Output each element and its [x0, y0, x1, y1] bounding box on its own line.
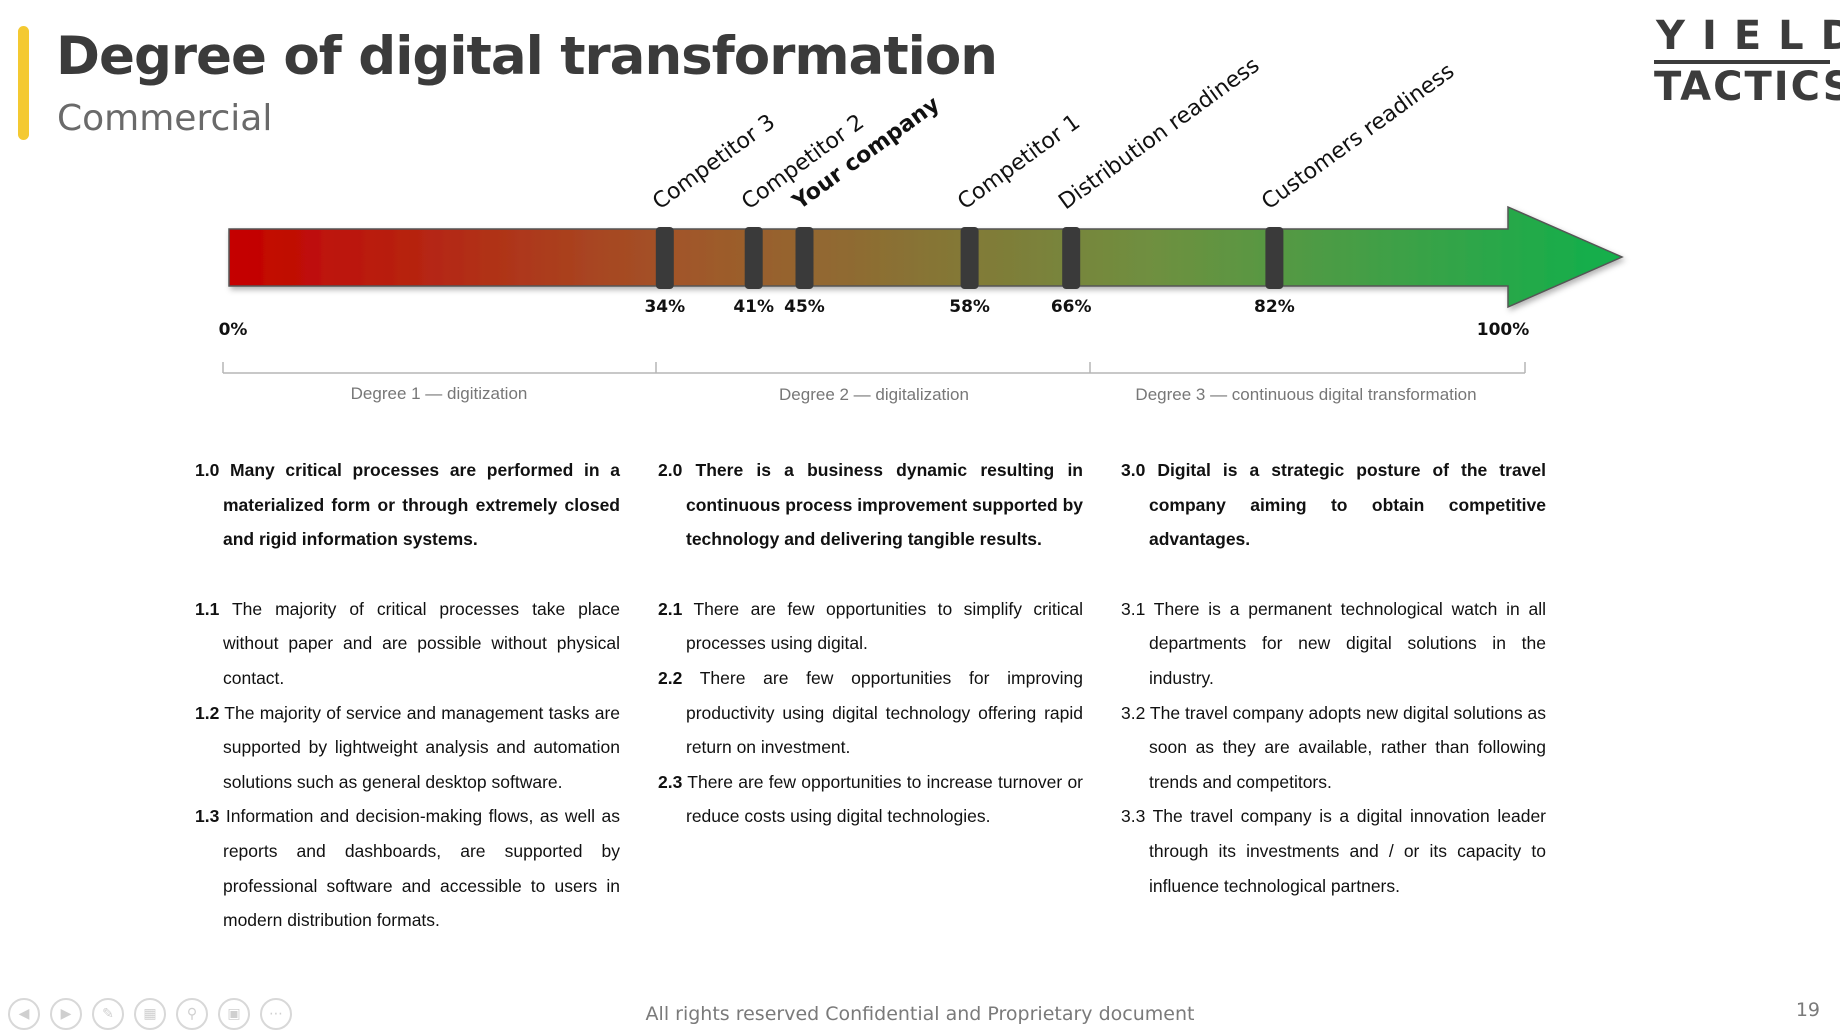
subtitles-icon[interactable]: ▣	[218, 998, 250, 1030]
item-text: The majority of service and management t…	[223, 702, 620, 792]
item-number: 1.1	[195, 598, 220, 619]
marker-percent-competitor-3: 34%	[644, 297, 686, 317]
item-number: 3.1	[1121, 598, 1146, 619]
marker-percent-distribution-readiness: 66%	[1050, 297, 1092, 317]
marker-customers-readiness	[1265, 227, 1284, 289]
item-text: The majority of critical processes take …	[223, 598, 620, 688]
marker-percent-your-company: 45%	[784, 297, 825, 317]
marker-percent-competitor-2: 41%	[733, 297, 775, 317]
marker-distribution-readiness	[1062, 227, 1081, 289]
marker-competitor-3	[655, 227, 674, 289]
previous-icon[interactable]: ◀	[8, 998, 40, 1030]
list-item: 3.2 The travel company adopts new digita…	[1121, 696, 1546, 800]
list-item: 3.3 The travel company is a digital inno…	[1121, 799, 1546, 903]
item-text: Digital is a strategic posture of the tr…	[1149, 460, 1546, 550]
next-icon[interactable]: ▶	[50, 998, 82, 1030]
list-item: 2.1 There are few opportunities to simpl…	[658, 592, 1083, 661]
item-text: There are few opportunities to simplify …	[686, 598, 1084, 654]
item-number: 1.3	[195, 806, 220, 827]
item-number: 1.2	[195, 702, 220, 723]
list-item: 1.3 Information and decision-making flow…	[195, 799, 620, 937]
scale-arrow	[228, 205, 1624, 309]
pen-icon[interactable]: ✎	[92, 998, 124, 1030]
logo-line-1: YIELD	[1654, 16, 1840, 64]
degree-1-description: 1.0 Many critical processes are performe…	[195, 453, 620, 938]
degree-3-description: 3.0 Digital is a strategic posture of th…	[1121, 453, 1546, 903]
item-number: 2.1	[658, 598, 683, 619]
item-number: 3.3	[1121, 806, 1146, 827]
slides-icon[interactable]: ▦	[134, 998, 166, 1030]
title-accent-bar	[18, 26, 29, 140]
scale-end-label: 100%	[1476, 320, 1530, 340]
item-text: The travel company is a digital innovati…	[1149, 806, 1547, 896]
list-item: 2.3 There are few opportunities to incre…	[658, 765, 1083, 834]
item-number: 3.2	[1121, 702, 1146, 723]
item-number: 2.3	[658, 771, 683, 792]
item-number: 2.0	[658, 460, 683, 480]
more-icon[interactable]: ⋯	[260, 998, 292, 1030]
degree-2-heading: 2.0 There is a business dynamic resultin…	[658, 453, 1083, 557]
degree-3-heading: 3.0 Digital is a strategic posture of th…	[1121, 453, 1546, 557]
list-item: 2.2 There are few opportunities for impr…	[658, 661, 1083, 765]
item-text: The travel company adopts new digital so…	[1149, 702, 1546, 792]
marker-competitor-1	[960, 227, 979, 289]
transformation-scale	[222, 205, 1624, 374]
degree-2-description: 2.0 There is a business dynamic resultin…	[658, 453, 1083, 834]
degree-brackets	[222, 362, 1526, 374]
degree-1-heading: 1.0 Many critical processes are performe…	[195, 453, 620, 557]
page-number: 19	[1795, 999, 1820, 1021]
item-text: Many critical processes are performed in…	[223, 460, 620, 550]
item-text: There is a permanent technological watch…	[1149, 598, 1546, 688]
scale-start-label: 0%	[218, 320, 248, 340]
degree-1-label: Degree 1 — digitization	[350, 384, 528, 403]
marker-percent-competitor-1: 58%	[949, 297, 990, 317]
degree-2-label: Degree 2 — digitalization	[779, 385, 969, 404]
logo-line-2: TACTICS	[1654, 64, 1840, 110]
item-text: There are few opportunities for improvin…	[686, 667, 1084, 758]
list-item: 1.2 The majority of service and manageme…	[195, 696, 620, 800]
item-text: There is a business dynamic resulting in…	[686, 460, 1083, 550]
company-logo: YIELD TACTICS	[1654, 16, 1840, 110]
page-title: Degree of digital transformation	[56, 26, 998, 87]
page-subtitle: Commercial	[57, 98, 273, 139]
slideshow-controls: ◀ ▶ ✎ ▦ ⚲ ▣ ⋯	[8, 998, 292, 1030]
item-number: 2.2	[658, 667, 683, 688]
item-number: 1.0	[195, 460, 220, 480]
marker-your-company	[795, 227, 814, 289]
zoom-icon[interactable]: ⚲	[176, 998, 208, 1030]
marker-percent-customers-readiness: 82%	[1254, 297, 1295, 317]
item-text: Information and decision-making flows, a…	[223, 806, 620, 931]
marker-competitor-2	[744, 227, 763, 289]
list-item: 3.1 There is a permanent technological w…	[1121, 592, 1546, 696]
footer-notice: All rights reserved Confidential and Pro…	[645, 1003, 1195, 1025]
list-item: 1.1 The majority of critical processes t…	[195, 592, 620, 696]
item-number: 3.0	[1121, 460, 1146, 480]
item-text: There are few opportunities to increase …	[686, 771, 1084, 827]
degree-3-label: Degree 3 — continuous digital transforma…	[1135, 385, 1477, 404]
